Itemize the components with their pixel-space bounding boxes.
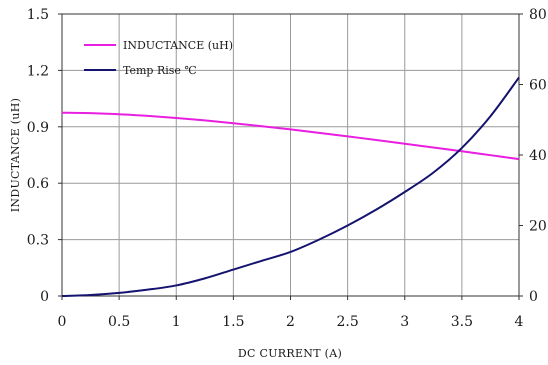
legend: INDUCTANCE (uH) Temp Rise ℃: [84, 39, 233, 77]
y-tick-label: 1.5: [27, 7, 49, 23]
grid: [62, 14, 519, 296]
x-tick-label: 4: [515, 314, 524, 330]
y-axis-right-ticks: 0 20 40 60 80: [519, 7, 547, 305]
y-tick-label: 0.6: [27, 176, 49, 192]
y2-tick-label: 0: [529, 289, 538, 305]
x-tick-label: 3: [400, 314, 409, 330]
y-axis-left-ticks: 0 0.3 0.6 0.9 1.2 1.5: [27, 7, 62, 305]
x-tick-label: 0: [58, 314, 67, 330]
series-layer: [61, 76, 520, 297]
x-tick-label: 2: [286, 314, 295, 330]
y-tick-label: 0.3: [27, 233, 49, 249]
legend-label: INDUCTANCE (uH): [123, 39, 233, 52]
x-axis-title: DC CURRENT (A): [238, 347, 342, 360]
inductance-line: [61, 111, 520, 161]
legend-label: Temp Rise ℃: [123, 64, 197, 77]
y-tick-label: 1.2: [27, 63, 49, 79]
x-tick-label: 1.5: [222, 314, 244, 330]
y-tick-label: 0.9: [27, 120, 49, 136]
y2-tick-label: 80: [529, 7, 547, 23]
x-axis-ticks: 0 0.5 1 1.5 2 2.5 3 3.5 4: [58, 296, 524, 330]
y2-tick-label: 20: [529, 219, 547, 235]
y-axis-title: INDUCTANCE (uH): [9, 98, 22, 212]
x-tick-label: 3.5: [451, 314, 473, 330]
y2-tick-label: 40: [529, 148, 547, 164]
x-tick-label: 2.5: [336, 314, 358, 330]
x-tick-label: 1: [172, 314, 181, 330]
y-tick-label: 0: [40, 289, 49, 305]
x-tick-label: 0.5: [108, 314, 130, 330]
y2-tick-label: 60: [529, 78, 547, 94]
temp-rise-line: [61, 76, 520, 297]
